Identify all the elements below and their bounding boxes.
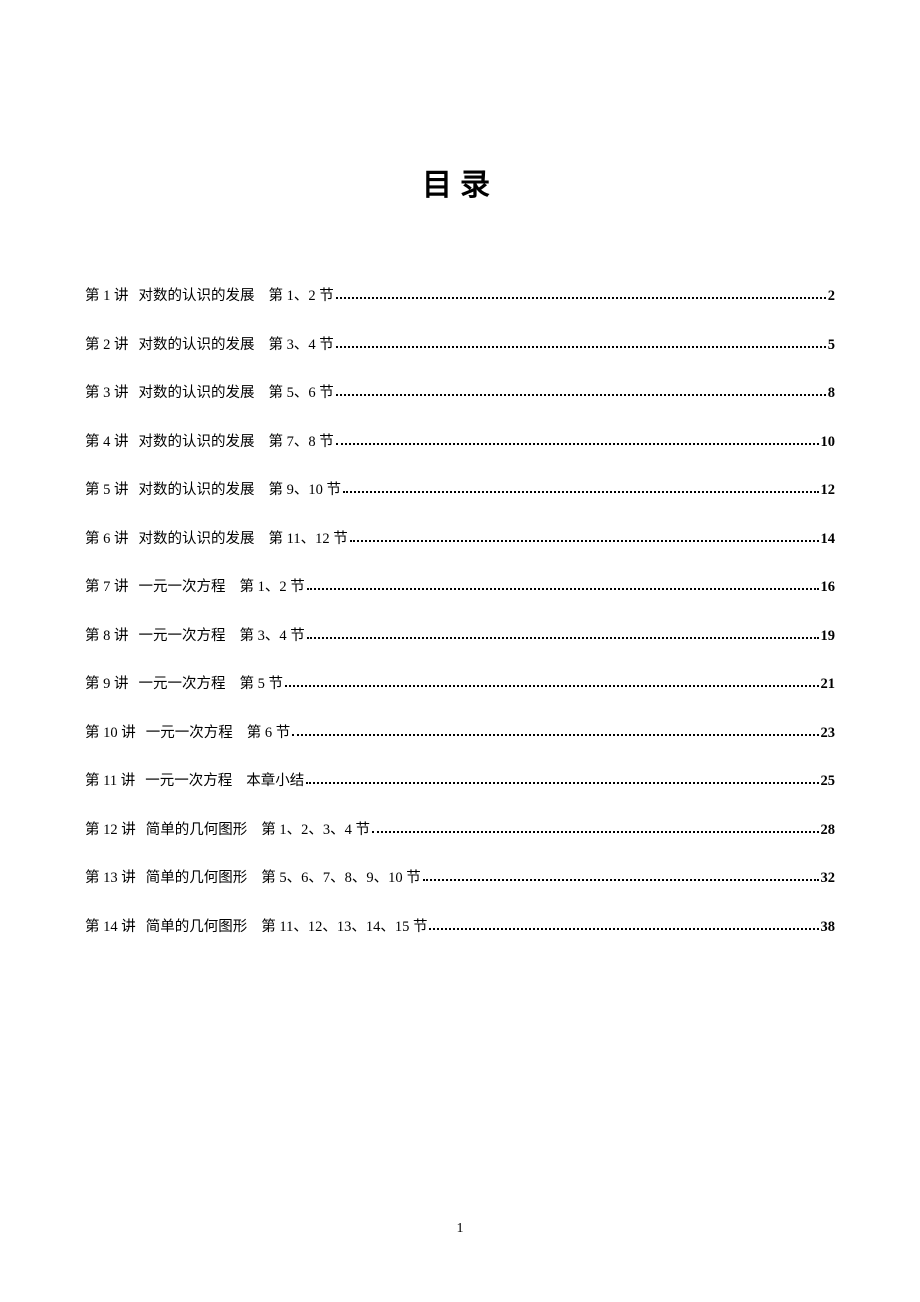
toc-page: 32 [821, 871, 836, 886]
toc-leader [336, 443, 819, 445]
toc-leader [307, 637, 819, 639]
toc-lecture: 第 8 讲 [85, 629, 129, 644]
toc-section: 第 1、2 节 [240, 580, 305, 595]
toc-page: 38 [821, 920, 836, 935]
toc-chapter: 对数的认识的发展 [139, 532, 255, 547]
toc-row: 第 12 讲简单的几何图形第 1、2、3、4 节 28 [85, 823, 835, 838]
toc-leader [350, 540, 819, 542]
toc-chapter: 对数的认识的发展 [139, 338, 255, 353]
toc-lecture: 第 2 讲 [85, 338, 129, 353]
toc-leader [429, 928, 818, 930]
toc-lecture: 第 10 讲 [85, 726, 136, 741]
toc-page: 21 [821, 677, 836, 692]
toc-leader [372, 831, 819, 833]
toc-row: 第 2 讲对数的认识的发展第 3、4 节 5 [85, 338, 835, 353]
toc-section: 第 9、10 节 [269, 483, 342, 498]
toc-lecture: 第 5 讲 [85, 483, 129, 498]
toc-section: 第 5、6 节 [269, 386, 334, 401]
toc-chapter: 对数的认识的发展 [139, 289, 255, 304]
toc-chapter: 简单的几何图形 [146, 871, 248, 886]
toc-section: 第 11、12 节 [269, 532, 348, 547]
toc-chapter: 对数的认识的发展 [139, 435, 255, 450]
toc-title: 目录 [85, 160, 835, 204]
toc-row: 第 11 讲一元一次方程本章小结 25 [85, 774, 835, 789]
toc-chapter: 一元一次方程 [145, 774, 232, 789]
toc-section: 第 7、8 节 [269, 435, 334, 450]
toc-chapter: 对数的认识的发展 [139, 483, 255, 498]
toc-chapter: 一元一次方程 [139, 580, 226, 595]
toc-leader [423, 879, 819, 881]
toc-lecture: 第 6 讲 [85, 532, 129, 547]
toc-section: 本章小结 [246, 774, 304, 789]
toc-row: 第 4 讲对数的认识的发展第 7、8 节 10 [85, 435, 835, 450]
toc-lecture: 第 3 讲 [85, 386, 129, 401]
toc-chapter: 一元一次方程 [139, 677, 226, 692]
toc-row: 第 10 讲一元一次方程第 6 节 23 [85, 726, 835, 741]
toc-leader [307, 588, 819, 590]
toc-section: 第 11、12、13、14、15 节 [261, 920, 427, 935]
toc-page: 25 [821, 774, 836, 789]
toc-section: 第 6 节 [247, 726, 291, 741]
toc-chapter: 一元一次方程 [146, 726, 233, 741]
toc-page: 19 [821, 629, 836, 644]
toc-lecture: 第 13 讲 [85, 871, 136, 886]
toc-leader [336, 297, 826, 299]
toc-row: 第 7 讲一元一次方程第 1、2 节 16 [85, 580, 835, 595]
toc-lecture: 第 1 讲 [85, 289, 129, 304]
toc-row: 第 6 讲对数的认识的发展第 11、12 节 14 [85, 532, 835, 547]
toc-leader [306, 782, 818, 784]
toc-leader [336, 394, 826, 396]
toc-lecture: 第 7 讲 [85, 580, 129, 595]
toc-page: 12 [821, 483, 836, 498]
toc-page: 28 [821, 823, 836, 838]
toc-leader [285, 685, 819, 687]
toc-page: 10 [821, 435, 836, 450]
table-of-contents: 第 1 讲对数的认识的发展第 1、2 节2第 2 讲对数的认识的发展第 3、4 … [85, 289, 835, 934]
toc-section: 第 5、6、7、8、9、10 节 [261, 871, 421, 886]
toc-chapter: 一元一次方程 [139, 629, 226, 644]
toc-leader [336, 346, 826, 348]
toc-lecture: 第 14 讲 [85, 920, 136, 935]
toc-section: 第 3、4 节 [269, 338, 334, 353]
page-number: 1 [0, 1221, 920, 1237]
toc-lecture: 第 11 讲 [85, 774, 135, 789]
toc-row: 第 9 讲一元一次方程第 5 节 21 [85, 677, 835, 692]
toc-section: 第 1、2、3、4 节 [261, 823, 370, 838]
toc-lecture: 第 4 讲 [85, 435, 129, 450]
page: 目录 第 1 讲对数的认识的发展第 1、2 节2第 2 讲对数的认识的发展第 3… [0, 0, 920, 1302]
toc-leader [292, 734, 818, 736]
toc-section: 第 1、2 节 [269, 289, 334, 304]
toc-row: 第 14 讲简单的几何图形第 11、12、13、14、15 节 38 [85, 920, 835, 935]
toc-section: 第 5 节 [240, 677, 284, 692]
toc-lecture: 第 9 讲 [85, 677, 129, 692]
toc-row: 第 13 讲简单的几何图形第 5、6、7、8、9、10 节 32 [85, 871, 835, 886]
toc-row: 第 5 讲对数的认识的发展第 9、10 节 12 [85, 483, 835, 498]
toc-row: 第 3 讲对数的认识的发展第 5、6 节 8 [85, 386, 835, 401]
toc-row: 第 8 讲一元一次方程第 3、4 节 19 [85, 629, 835, 644]
toc-chapter: 简单的几何图形 [146, 920, 248, 935]
toc-page: 16 [821, 580, 836, 595]
toc-page: 2 [828, 289, 835, 304]
toc-page: 5 [828, 338, 835, 353]
toc-lecture: 第 12 讲 [85, 823, 136, 838]
toc-row: 第 1 讲对数的认识的发展第 1、2 节 2 [85, 289, 835, 304]
toc-leader [343, 491, 819, 493]
toc-chapter: 简单的几何图形 [146, 823, 248, 838]
toc-page: 23 [821, 726, 836, 741]
toc-section: 第 3、4 节 [240, 629, 305, 644]
toc-chapter: 对数的认识的发展 [139, 386, 255, 401]
toc-page: 14 [821, 532, 836, 547]
toc-page: 8 [828, 386, 835, 401]
